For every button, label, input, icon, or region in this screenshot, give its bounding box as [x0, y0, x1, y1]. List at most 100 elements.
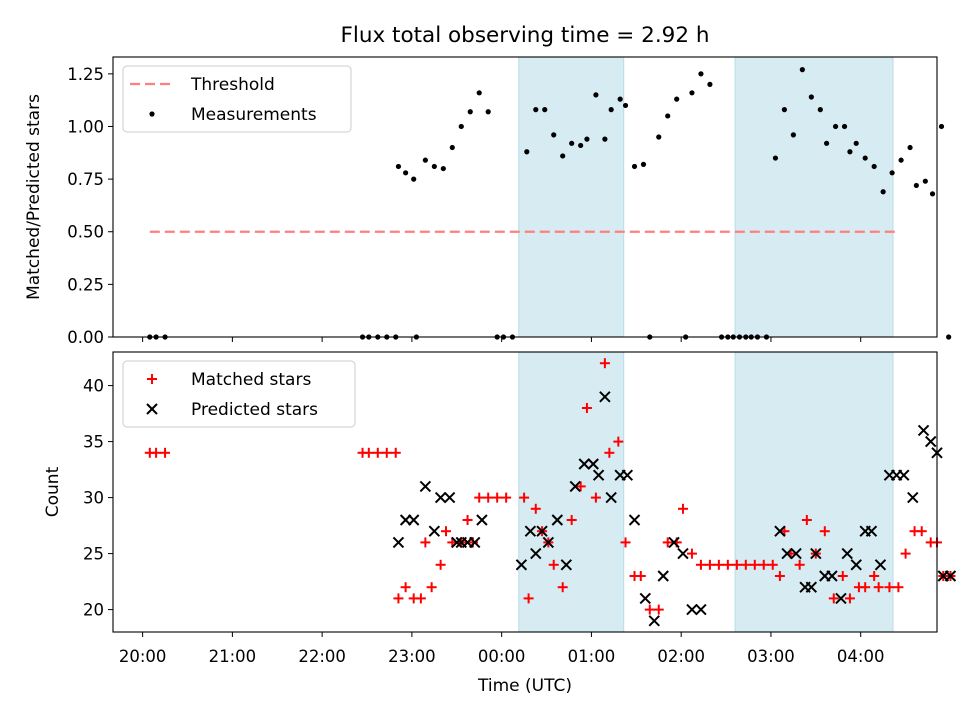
matched-star-point: [523, 593, 534, 604]
predicted-star-point: [443, 491, 456, 504]
matched-star-point: [581, 403, 592, 413]
x-tick-label: 23:00: [388, 647, 436, 666]
matched-star-point: [160, 447, 171, 458]
legend-label: Threshold: [190, 75, 275, 95]
predicted-star-point: [530, 547, 542, 560]
y-tick-label: 30: [83, 489, 104, 508]
predicted-star-point: [569, 480, 581, 493]
measurement-point: [560, 153, 566, 159]
matched-star-point: [519, 492, 530, 503]
legend-label: Measurements: [191, 105, 317, 125]
measurement-point: [578, 142, 584, 149]
matched-star-point: [575, 481, 586, 492]
measurement-point: [631, 163, 638, 170]
measurement-point: [946, 334, 952, 340]
measurement-point: [781, 107, 788, 113]
measurement-point: [880, 189, 886, 195]
measurement-point: [922, 178, 928, 184]
predicted-star-point: [865, 525, 878, 537]
predicted-star-point: [925, 435, 937, 448]
predicted-star-point: [524, 525, 537, 537]
measurement-point: [524, 149, 530, 155]
y-tick-label: 20: [83, 601, 104, 620]
y-tick-label: 1.25: [67, 65, 104, 84]
matched-star-point: [662, 537, 673, 548]
matched-star-point: [400, 582, 411, 593]
y-tick-label: 35: [83, 433, 104, 452]
matched-star-point: [695, 559, 706, 570]
measurement-point: [411, 176, 417, 182]
predicted-star-point: [835, 592, 847, 605]
measurement-point: [790, 132, 796, 138]
matched-star-point: [390, 447, 401, 458]
axes-frame: [112, 351, 938, 633]
legend-item: Measurements: [149, 105, 317, 125]
x-tick-label: 21:00: [209, 647, 257, 666]
predicted-star-point: [790, 547, 802, 560]
measurement-point: [395, 163, 402, 170]
measurement-point: [853, 140, 859, 146]
measurement-point: [689, 90, 695, 96]
matched-star-point: [501, 492, 512, 503]
matched-star-point: [435, 559, 446, 570]
y-tick-label: 0.50: [67, 223, 104, 242]
measurement-point: [898, 157, 904, 163]
predicted-star-point: [850, 559, 862, 571]
predicted-star-point: [805, 581, 818, 593]
matched-star-point: [483, 492, 494, 503]
measurement-point: [622, 102, 629, 109]
predicted-star-point: [592, 469, 605, 481]
matched-star-point: [828, 593, 839, 604]
y-axis-label: Count: [43, 466, 63, 517]
measurement-point: [862, 155, 868, 161]
measurement-point: [907, 144, 913, 151]
matched-star-point: [590, 492, 601, 503]
y-tick-label: 25: [83, 545, 104, 564]
matched-star-point: [869, 571, 880, 581]
x-tick-label: 03:00: [747, 647, 795, 666]
matched-star-point: [492, 492, 503, 503]
predicted-star-point: [810, 547, 822, 560]
predicted-star-point: [578, 458, 590, 470]
measurement-point: [665, 113, 671, 119]
matched-star-point: [860, 582, 871, 593]
predicted-star-point: [419, 480, 432, 493]
measurement-point: [542, 107, 548, 113]
predicted-star-point: [551, 514, 564, 526]
measurement-point: [431, 163, 437, 170]
predicted-star-point: [841, 547, 853, 560]
matched-star-point: [686, 548, 697, 559]
matched-star-point: [566, 515, 577, 525]
matched-star-point: [774, 571, 785, 581]
y-tick-label: 0.75: [67, 170, 104, 189]
legend-item: Threshold: [130, 75, 275, 95]
measurement-point: [422, 157, 428, 163]
measurement-point: [889, 170, 895, 176]
predicted-star-point: [657, 570, 669, 582]
measurement-point: [799, 67, 805, 73]
measurement-point: [617, 96, 623, 102]
predicted-star-point: [677, 547, 689, 560]
measurement-point: [823, 140, 830, 146]
predicted-star-point: [428, 525, 441, 537]
matched-star-point: [420, 537, 431, 548]
measurement-point: [698, 71, 704, 77]
predicted-star-point: [451, 536, 463, 549]
matched-star-point: [372, 447, 383, 458]
measurement-point: [832, 123, 839, 130]
y-axis-label: Matched/Predicted stars: [24, 94, 44, 300]
matched-star-point: [415, 593, 426, 604]
matched-star-point: [801, 515, 812, 525]
matched-star-point: [604, 447, 615, 458]
x-tick-label: 20:00: [119, 647, 167, 666]
predicted-star-point: [917, 424, 930, 437]
predicted-star-point: [476, 514, 488, 526]
matched-star-point: [704, 559, 715, 570]
predicted-star-point: [826, 570, 838, 582]
predicted-star-point: [668, 536, 680, 549]
measurement-point: [656, 134, 662, 140]
matched-star-point: [731, 559, 742, 570]
legend-box: [122, 65, 352, 133]
legend-box: [122, 360, 356, 428]
